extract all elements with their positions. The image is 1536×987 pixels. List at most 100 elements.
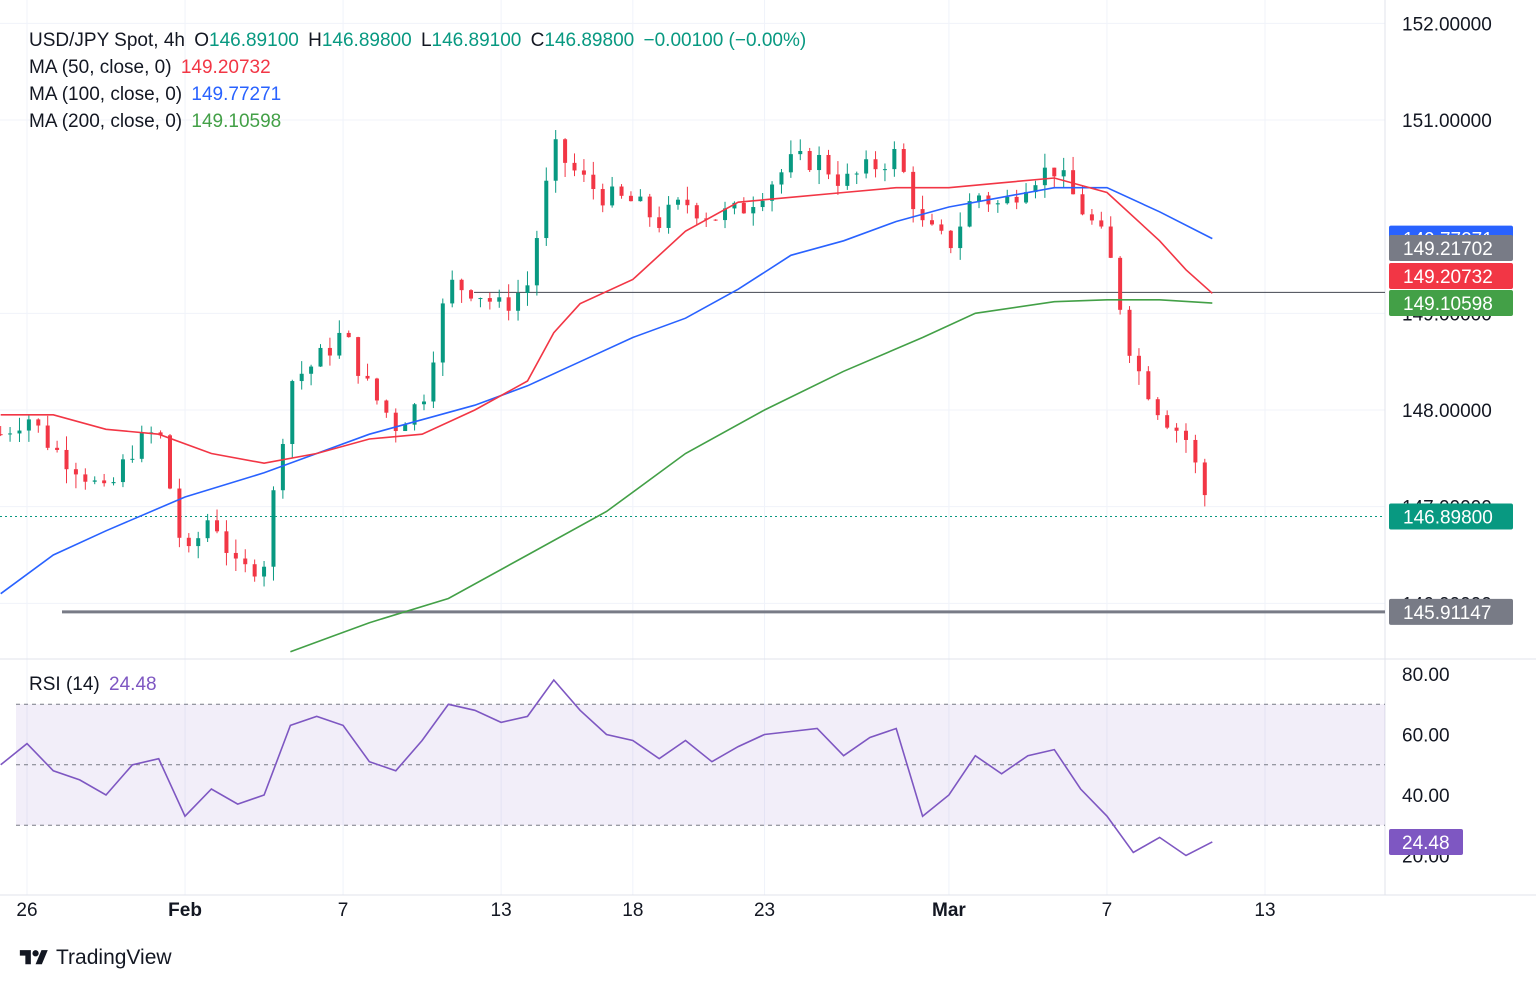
time-tick-label: Feb — [168, 900, 202, 921]
candle-body-9 — [83, 474, 88, 482]
resistance-price-tag-text: 149.21702 — [1403, 239, 1493, 260]
candle-body-36 — [337, 332, 342, 356]
candle-body-24 — [224, 531, 229, 553]
ma50-line — [0, 177, 1213, 465]
candle-body-103 — [967, 201, 972, 227]
candle-body-107 — [1005, 196, 1010, 204]
open-label: O — [194, 30, 210, 51]
candle-body-118 — [1108, 226, 1113, 258]
candle-body-89 — [835, 174, 840, 186]
candle-body-5 — [45, 425, 50, 448]
candle-body-77 — [723, 208, 728, 221]
candle-body-59 — [553, 139, 558, 181]
candle-body-15 — [139, 432, 144, 459]
candle-body-69 — [647, 196, 652, 218]
candle-body-26 — [243, 558, 248, 565]
candle-body-97 — [911, 171, 916, 210]
candle-body-82 — [770, 184, 775, 201]
ma200-line — [290, 299, 1213, 653]
price-tick-label: 151.00000 — [1402, 111, 1492, 132]
candle-body-86 — [807, 150, 812, 171]
time-tick-label: 26 — [16, 900, 37, 921]
rsi-legend[interactable]: RSI (14) 24.48 — [29, 674, 161, 696]
candle-body-60 — [563, 139, 568, 163]
ohlc-legend: USD/JPY Spot, 4h O146.89100 H146.89800 L… — [29, 30, 810, 52]
candle-body-39 — [365, 375, 370, 379]
ma100-line — [0, 186, 1213, 595]
candle-body-125 — [1174, 427, 1179, 431]
candle-body-45 — [421, 401, 426, 405]
candle-body-31 — [290, 381, 295, 445]
candle-body-123 — [1155, 399, 1160, 416]
candle-body-109 — [1024, 192, 1029, 203]
candle-body-114 — [1071, 170, 1076, 195]
candle-body-10 — [92, 480, 97, 482]
candle-body-28 — [262, 566, 267, 577]
candle-body-122 — [1146, 371, 1151, 400]
candle-body-99 — [929, 220, 934, 225]
ma100-legend[interactable]: MA (100, close, 0) 149.77271 — [29, 84, 285, 106]
candle-body-19 — [177, 488, 182, 538]
candle-body-50 — [469, 290, 474, 299]
candle-body-22 — [205, 520, 210, 539]
candle-body-93 — [873, 159, 878, 170]
candle-body-41 — [384, 400, 389, 413]
ma100-label: MA (100, close, 0) — [29, 84, 183, 105]
resistance-price-tag — [1389, 235, 1513, 261]
tradingview-logo[interactable]: TradingView — [18, 946, 172, 970]
rsi-line — [0, 678, 1213, 857]
candle-body-40 — [374, 378, 379, 401]
candle-body-33 — [309, 366, 314, 374]
candle-body-46 — [431, 362, 436, 402]
close-label: C — [530, 30, 545, 51]
candle-body-116 — [1089, 214, 1094, 221]
candle-body-95 — [892, 148, 897, 170]
candle-body-8 — [73, 469, 78, 475]
ma50-label: MA (50, close, 0) — [29, 57, 172, 78]
candle-body-72 — [675, 199, 680, 205]
candle-body-68 — [638, 196, 643, 202]
rsi-band-fill — [16, 704, 1385, 826]
candle-body-100 — [939, 224, 944, 231]
ma50-price-tag — [1389, 263, 1513, 289]
candle-body-2 — [17, 430, 22, 434]
rsi-tick-label: 80.00 — [1402, 665, 1450, 686]
change-value: −0.00100 (−0.00%) — [643, 30, 807, 51]
candle-body-7 — [64, 449, 69, 470]
ma50-value: 149.20732 — [180, 57, 271, 78]
candle-body-91 — [854, 173, 859, 175]
candle-body-29 — [271, 490, 276, 567]
support-price-tag — [1389, 598, 1513, 625]
tradingview-icon — [19, 950, 48, 965]
candle-body-1 — [8, 433, 13, 435]
low-label: L — [420, 30, 432, 51]
candle-body-54 — [506, 297, 511, 311]
ma200-price-tag — [1389, 290, 1513, 316]
ma200-value: 149.10598 — [191, 111, 282, 132]
candle-body-48 — [450, 279, 455, 304]
open-value: 146.89100 — [209, 30, 299, 51]
time-tick-label: 18 — [622, 900, 643, 921]
candle-body-88 — [826, 154, 831, 175]
low-value: 146.89100 — [431, 30, 522, 51]
candle-body-67 — [628, 195, 633, 202]
candle-body-64 — [600, 189, 605, 206]
candle-body-52 — [487, 298, 492, 302]
candle-body-124 — [1165, 415, 1170, 428]
ma50-legend[interactable]: MA (50, close, 0) 149.20732 — [29, 57, 275, 79]
candle-body-0 — [0, 434, 3, 436]
price-tick-label: 152.00000 — [1402, 14, 1492, 35]
candle-body-106 — [995, 203, 1000, 205]
candle-body-49 — [459, 279, 464, 291]
last-price-tag — [1389, 503, 1513, 530]
high-label: H — [308, 30, 322, 51]
candle-body-66 — [619, 186, 624, 196]
brand-name: TradingView — [56, 946, 172, 969]
candle-body-78 — [732, 202, 737, 209]
time-tick-label: 23 — [754, 900, 775, 921]
ma200-legend[interactable]: MA (200, close, 0) 149.10598 — [29, 111, 285, 133]
candle-body-25 — [233, 552, 238, 559]
candle-body-85 — [798, 150, 803, 155]
candle-body-20 — [186, 537, 191, 547]
